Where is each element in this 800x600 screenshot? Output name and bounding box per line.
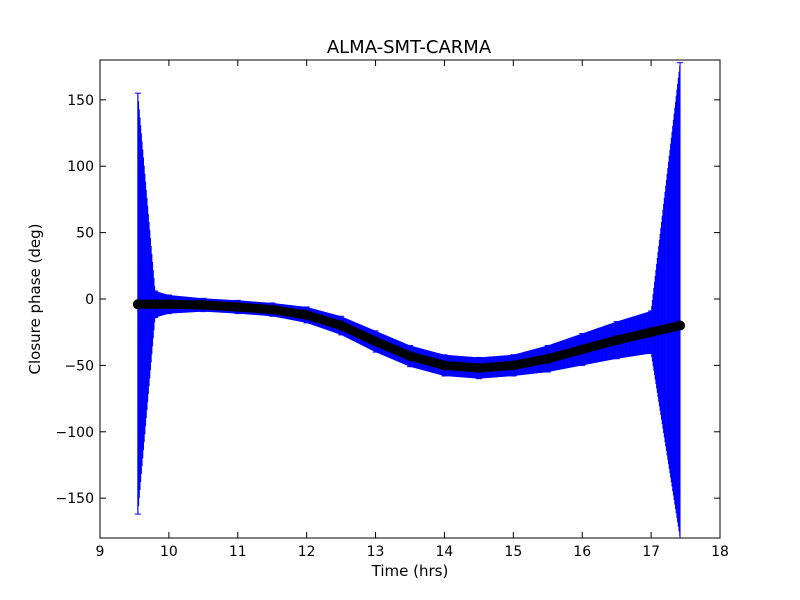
- y-tick-label: 50: [76, 226, 94, 242]
- x-tick-label: 10: [160, 544, 178, 560]
- x-tick-label: 15: [504, 544, 522, 560]
- chart-title: ALMA-SMT-CARMA: [327, 37, 492, 58]
- data-point: [473, 363, 484, 374]
- y-tick-label: −50: [64, 358, 94, 374]
- y-tick-label: −100: [56, 425, 94, 441]
- data-point: [542, 353, 553, 364]
- y-tick-label: −150: [56, 491, 94, 507]
- x-tick-label: 9: [96, 544, 105, 560]
- data-point: [405, 351, 415, 362]
- x-tick-label: 17: [642, 544, 660, 560]
- data-point: [577, 344, 588, 355]
- data-point: [198, 299, 209, 310]
- data-point: [611, 335, 622, 346]
- tick-layer: 9 10 11 12 13 14 15 16 17 18 150 100 50 0 −50 −100 −150: [56, 60, 729, 560]
- marker-layer: [132, 299, 686, 374]
- data-point: [439, 360, 450, 371]
- data-point: [267, 304, 278, 315]
- y-axis-label: Closure phase (deg): [26, 224, 44, 375]
- data-point: [150, 299, 161, 310]
- y-tick-label: 0: [85, 292, 94, 308]
- x-tick-label: 16: [573, 544, 591, 560]
- data-point: [675, 320, 686, 331]
- x-axis-label: Time (hrs): [371, 562, 449, 580]
- data-point: [132, 299, 143, 310]
- data-point: [163, 299, 174, 310]
- x-tick-label: 12: [298, 544, 316, 560]
- x-tick-label: 14: [436, 544, 454, 560]
- plot-frame: [99, 59, 721, 539]
- data-point: [508, 360, 519, 371]
- data-point: [646, 327, 657, 338]
- data-point: [370, 336, 381, 347]
- y-tick-label: 150: [67, 93, 94, 109]
- data-point: [232, 301, 243, 312]
- data-point: [336, 320, 347, 331]
- y-tick-label: 100: [67, 159, 94, 175]
- x-tick-label: 11: [229, 544, 247, 560]
- data-point: [301, 309, 312, 320]
- x-tick-label: 13: [367, 544, 385, 560]
- x-tick-label: 18: [711, 544, 729, 560]
